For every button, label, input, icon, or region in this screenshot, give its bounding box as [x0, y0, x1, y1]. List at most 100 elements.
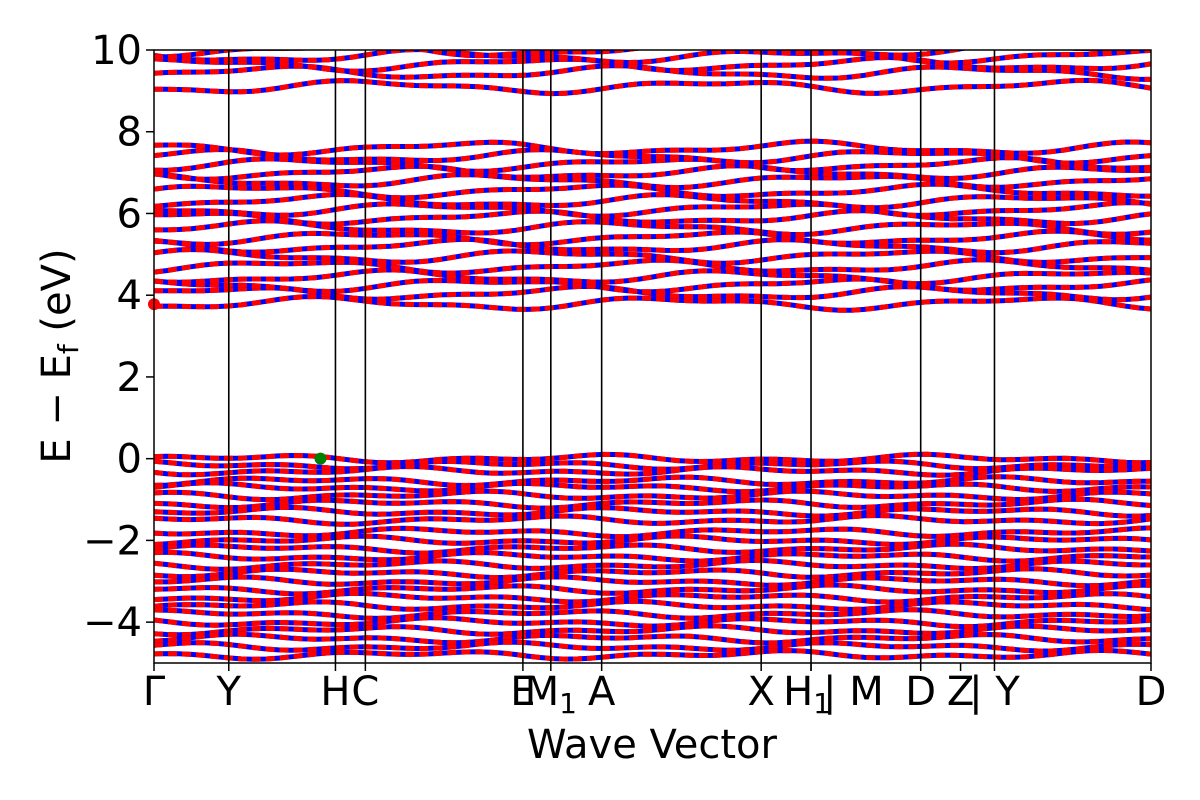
band-line-spin-down [154, 566, 1151, 581]
band-line-spin-up [154, 549, 1151, 564]
y-tick-label: 2 [117, 355, 142, 401]
kpoint-label: X [747, 669, 774, 715]
kpoint-label: D [1136, 669, 1167, 715]
band-line-spin-up [154, 50, 1151, 66]
band-line-spin-down [154, 488, 1151, 503]
band-line-spin-down [154, 200, 1151, 219]
band-line-spin-up [154, 647, 1151, 662]
band-line-spin-up [154, 171, 1151, 191]
band-line-spin-up [154, 574, 1151, 589]
y-axis-label-unit: (eV) [34, 248, 80, 344]
band-line-spin-down [154, 512, 1151, 527]
band-line-spin-up [154, 246, 1151, 266]
band-line-spin-up [154, 218, 1151, 238]
band-line-spin-up [154, 541, 1151, 556]
kpoint-label: Z [947, 669, 974, 715]
kpoint-label: | M [823, 669, 884, 715]
band-line-spin-up [154, 566, 1151, 581]
plot-frame [153, 49, 1152, 664]
y-axis-label: E − Ef (eV) [34, 248, 85, 463]
kpoint-label: H1 [783, 669, 831, 720]
band-line-spin-up [154, 463, 1151, 478]
band-line-spin-down [154, 574, 1151, 589]
band-line-spin-up [154, 488, 1151, 503]
band-line-spin-up [154, 474, 1151, 489]
band-line-spin-down [154, 228, 1151, 248]
kpoint-label: C [351, 669, 379, 715]
kpoint-label: Γ [143, 669, 166, 715]
band-line-spin-up [154, 54, 1151, 74]
band-line-spin-down [154, 451, 1151, 466]
band-line-spin-up [154, 200, 1151, 219]
band-line-spin-up [154, 623, 1151, 638]
band-line-spin-up [154, 639, 1151, 654]
band-line-spin-down [154, 504, 1151, 519]
y-tick-label: 10 [91, 28, 142, 74]
band-line-spin-up [154, 512, 1151, 527]
kpoint-label: M1 [525, 669, 577, 720]
band-line-spin-down [154, 541, 1151, 556]
band-line-spin-up [154, 208, 1151, 227]
band-line-spin-up [154, 283, 1151, 303]
band-line-spin-down [154, 267, 1151, 287]
band-line-spin-up [154, 582, 1151, 597]
band-line-spin-down [154, 293, 1151, 313]
band-line-spin-up [154, 631, 1151, 646]
band-line-spin-down [154, 257, 1151, 276]
band-line-spin-up [154, 598, 1151, 613]
band-line-spin-up [154, 138, 1151, 158]
band-line-spin-up [154, 257, 1151, 276]
band-line-spin-down [154, 50, 1151, 66]
band-line-spin-down [154, 582, 1151, 597]
band-line-spin-down [154, 236, 1151, 256]
kpoint-label: A [588, 669, 616, 715]
band-line-spin-up [154, 155, 1151, 174]
x-axis-label: Wave Vector [527, 722, 778, 768]
band-line-spin-up [154, 236, 1151, 256]
kpoint-label: E [510, 669, 535, 715]
band-line-spin-down [154, 163, 1151, 182]
y-axis-ticks: 10 8 6 4 2 0 −2 −4 [83, 28, 154, 646]
y-tick-label: −2 [83, 518, 142, 564]
band-line-spin-up [154, 615, 1151, 630]
vbm-marker [314, 452, 327, 465]
band-line-spin-up [154, 496, 1151, 511]
kpoint-label: Y [216, 669, 242, 715]
band-line-spin-up [154, 228, 1151, 248]
y-tick-label: −4 [83, 600, 142, 646]
y-axis-label-main: E − E [34, 354, 80, 464]
band-line-spin-up [154, 607, 1151, 621]
band-line-spin-down [154, 480, 1151, 495]
band-line-spin-up [154, 458, 1151, 472]
y-tick-label: 6 [117, 191, 142, 237]
y-tick-label: 8 [117, 110, 142, 156]
kpoint-lines [227, 50, 996, 663]
y-axis-label-sub: f [52, 343, 85, 354]
bands-layer [154, 50, 1151, 662]
band-line-spin-up [154, 293, 1151, 313]
band-line-spin-up [154, 480, 1151, 495]
band-line-spin-down [154, 138, 1151, 158]
band-line-spin-up [154, 163, 1151, 182]
band-line-spin-up [154, 504, 1151, 519]
band-line-spin-up [154, 557, 1151, 572]
band-line-spin-up [154, 191, 1151, 211]
band-line-spin-down [154, 598, 1151, 613]
band-line-spin-down [154, 549, 1151, 564]
band-line-spin-up [154, 533, 1151, 547]
kpoint-label: H [320, 669, 350, 715]
band-line-spin-down [154, 631, 1151, 646]
y-tick-label: 0 [117, 437, 142, 483]
band-line-spin-up [154, 590, 1151, 605]
band-line-spin-down [154, 191, 1151, 211]
band-line-spin-up [154, 451, 1151, 466]
kpoint-label: D [905, 669, 936, 715]
band-line-spin-up [154, 267, 1151, 287]
band-line-spin-up [154, 525, 1151, 540]
y-tick-label: 4 [117, 273, 142, 319]
band-line-spin-up [154, 276, 1151, 295]
band-line-spin-up [154, 77, 1151, 97]
band-line-spin-down [154, 607, 1151, 621]
